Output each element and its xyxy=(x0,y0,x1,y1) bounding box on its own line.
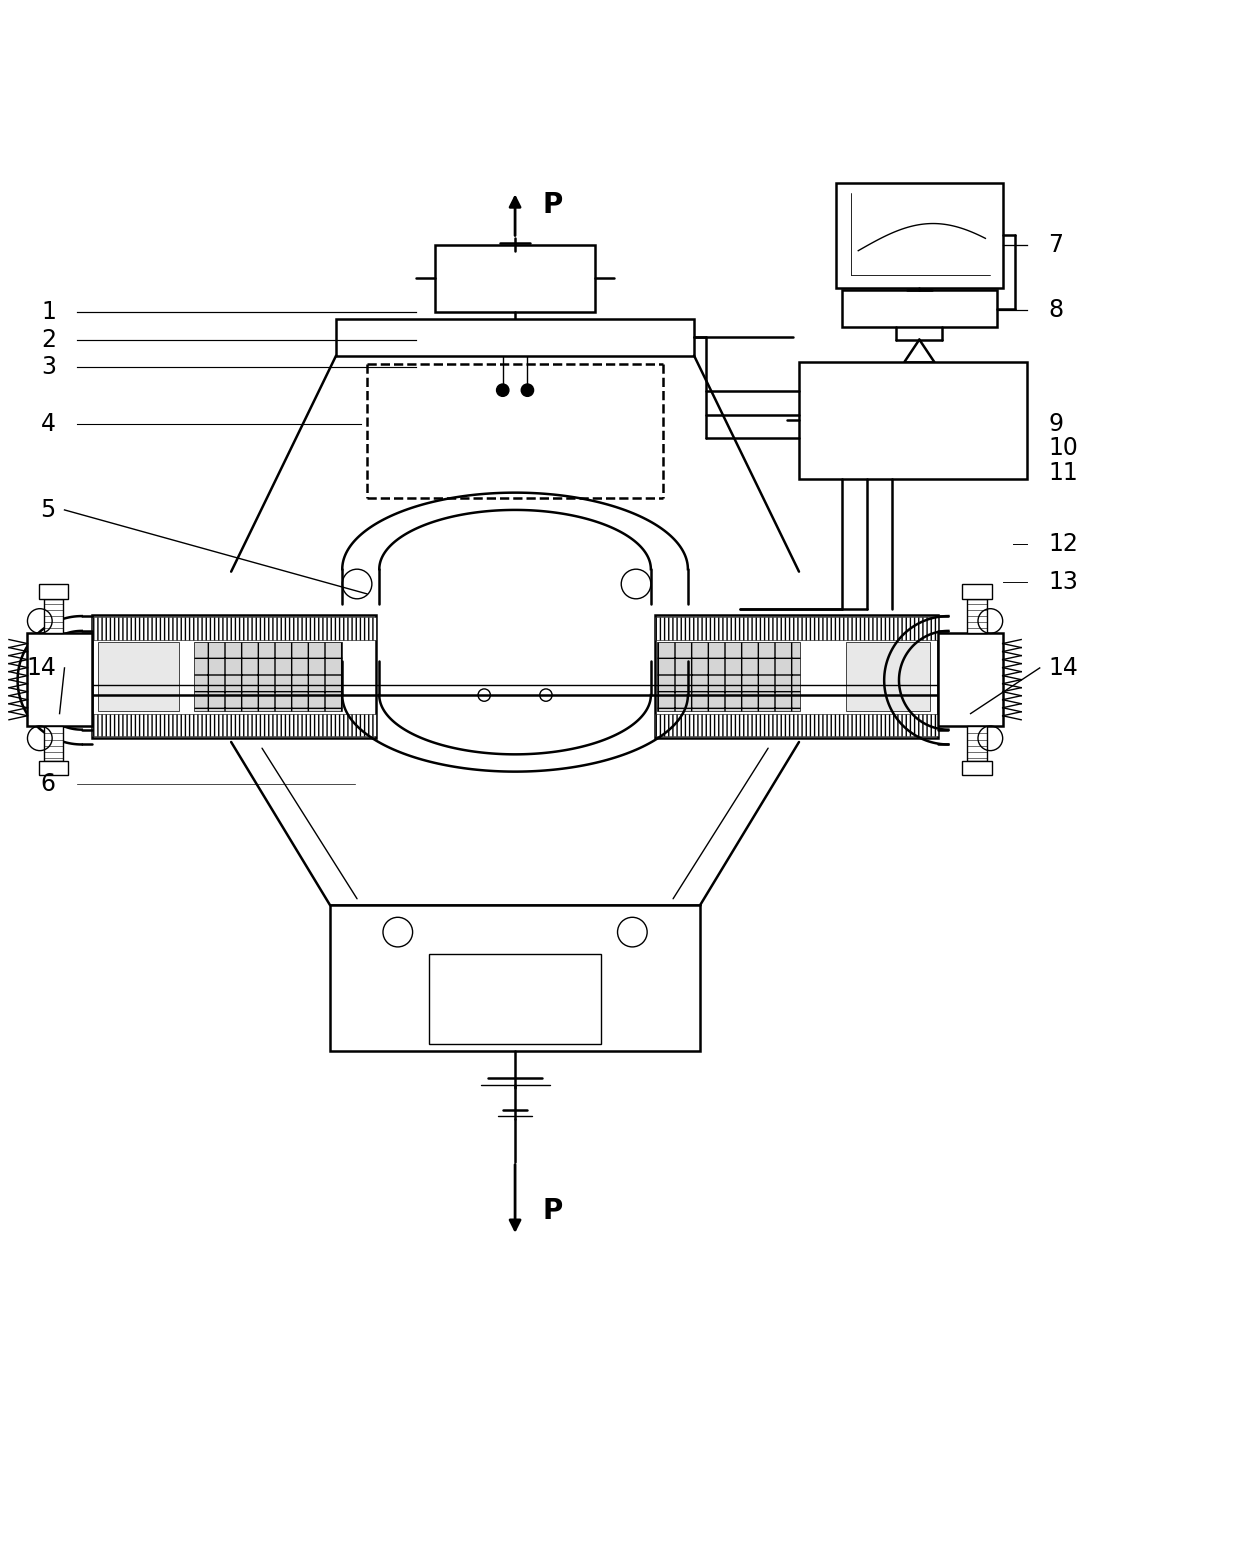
Bar xyxy=(43,725,63,761)
Bar xyxy=(939,633,1003,725)
Text: 8: 8 xyxy=(1048,299,1064,322)
Bar xyxy=(330,905,701,1050)
Text: 5: 5 xyxy=(41,499,56,522)
Text: 13: 13 xyxy=(1048,569,1079,594)
Bar xyxy=(38,761,68,775)
Text: 3: 3 xyxy=(41,355,56,378)
Bar xyxy=(962,761,992,775)
Bar xyxy=(799,361,1028,480)
Bar xyxy=(655,617,939,639)
Text: 7: 7 xyxy=(1048,233,1064,256)
Bar xyxy=(962,585,992,599)
Bar xyxy=(92,714,376,736)
Bar xyxy=(27,633,92,725)
Text: 9: 9 xyxy=(1048,411,1064,436)
Bar xyxy=(842,291,997,327)
Bar xyxy=(429,955,601,1044)
Bar xyxy=(195,642,342,711)
Text: 10: 10 xyxy=(1048,436,1079,460)
Bar xyxy=(967,725,987,761)
Bar xyxy=(92,617,376,639)
Bar xyxy=(336,319,694,356)
Text: 2: 2 xyxy=(41,328,56,352)
Bar xyxy=(43,599,63,633)
Text: 14: 14 xyxy=(26,656,56,680)
Bar xyxy=(435,244,595,313)
Bar xyxy=(655,614,939,738)
Bar xyxy=(846,642,930,711)
Text: 4: 4 xyxy=(41,411,56,436)
Bar xyxy=(655,714,939,736)
Text: 14: 14 xyxy=(1048,656,1079,680)
Text: P: P xyxy=(542,1197,563,1225)
Bar xyxy=(38,585,68,599)
Circle shape xyxy=(521,384,533,397)
Bar xyxy=(98,642,180,711)
Bar xyxy=(967,599,987,633)
Text: 11: 11 xyxy=(1048,461,1078,485)
Text: 1: 1 xyxy=(41,300,56,325)
Circle shape xyxy=(496,384,508,397)
Text: 12: 12 xyxy=(1048,533,1079,556)
Bar xyxy=(836,183,1003,288)
Text: P: P xyxy=(542,191,563,219)
Text: 6: 6 xyxy=(41,772,56,796)
Bar xyxy=(657,642,800,711)
Bar xyxy=(92,614,376,738)
